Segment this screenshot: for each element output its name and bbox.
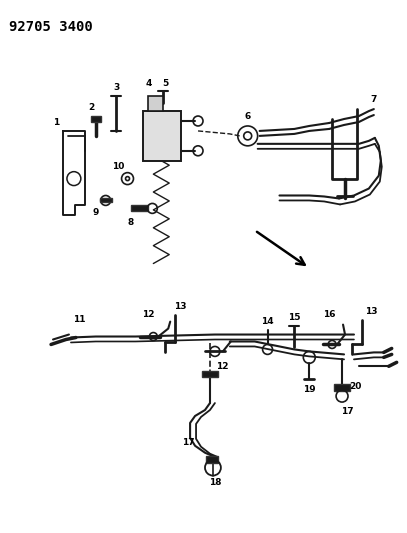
Bar [143,111,181,161]
Text: 14: 14 [261,317,274,326]
Text: 17: 17 [182,438,195,447]
Text: 92705 3400: 92705 3400 [9,20,93,34]
Text: 12: 12 [142,310,155,319]
Text: 16: 16 [323,310,335,319]
Text: 13: 13 [365,307,377,316]
Text: 20: 20 [349,382,361,391]
Text: 15: 15 [288,313,301,322]
Text: 7: 7 [371,95,377,103]
Text: 13: 13 [174,302,186,311]
Text: 9: 9 [92,208,99,217]
Bar [206,456,218,463]
Bar [131,205,149,212]
Text: 4: 4 [145,79,151,88]
Bar [100,198,112,203]
Text: 17: 17 [341,407,353,416]
Text: 2: 2 [89,102,95,111]
Text: 8: 8 [127,218,133,227]
Text: 10: 10 [112,162,125,171]
Bar [202,372,218,377]
Text: 6: 6 [245,111,251,120]
Text: 1: 1 [53,118,59,127]
Bar [334,384,350,391]
Circle shape [125,176,129,181]
Text: 12: 12 [216,362,228,371]
Bar [91,116,101,122]
Text: 3: 3 [114,83,120,92]
Text: 11: 11 [72,315,85,324]
Bar [149,96,163,111]
Text: 18: 18 [209,478,221,487]
Text: 5: 5 [162,79,168,88]
Text: 19: 19 [303,385,315,394]
